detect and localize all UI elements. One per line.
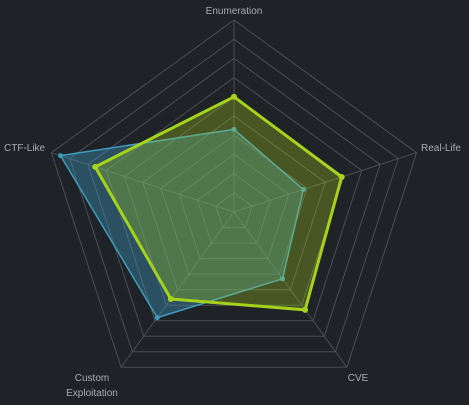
series-1-area	[59, 128, 305, 319]
series-1-point-0	[231, 126, 237, 132]
series-2-point-4	[92, 163, 99, 170]
series-2-point-0	[231, 93, 237, 100]
series-2-area	[93, 95, 344, 312]
grid-ring-9	[69, 38, 399, 353]
grid-ring-3	[178, 153, 290, 260]
axis-label-custom-exploitation: Custom Exploitation	[66, 373, 118, 399]
grid-ring-2	[196, 172, 272, 244]
series-2-point-3	[167, 296, 174, 302]
grid-ring-10	[50, 19, 418, 368]
series-1-point-2	[280, 276, 285, 282]
grid-ring-1	[215, 192, 253, 228]
axis-label-enumeration: Enumeration	[205, 6, 263, 17]
series-1-point-3	[154, 315, 160, 321]
grid-ring-7	[105, 76, 363, 322]
series-2-point-2	[302, 306, 309, 313]
axis-label-cve: CVE	[347, 373, 369, 384]
series-1-point-4	[58, 153, 63, 159]
grid-ring-4	[160, 134, 308, 275]
grid-spoke-1	[233, 152, 417, 213]
grid-spoke-2	[233, 211, 348, 368]
series-1-point-1	[300, 187, 306, 192]
series-2-point-1	[338, 174, 345, 180]
grid-ring-5	[142, 115, 326, 291]
grid-spoke-3	[120, 211, 235, 368]
axis-label-ctf-like: CTF-Like	[4, 143, 46, 154]
axis-label-real-life: Real-Life	[420, 143, 461, 154]
grid-ring-8	[87, 57, 381, 337]
radar-series	[58, 93, 345, 321]
grid-spoke-4	[51, 152, 235, 213]
